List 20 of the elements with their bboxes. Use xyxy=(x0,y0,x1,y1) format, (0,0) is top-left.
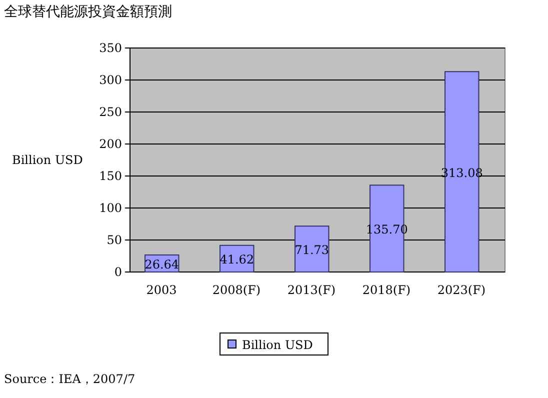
y-tick-label: 200 xyxy=(99,137,122,151)
text: 26.64 xyxy=(144,257,180,272)
legend-label: Billion USD xyxy=(242,338,313,352)
x-tick-label: 2013(F) xyxy=(287,283,336,297)
x-tick-label: 2003 xyxy=(146,283,177,297)
text: 71.73 xyxy=(294,243,330,258)
x-tick-label: 2008(F) xyxy=(212,283,261,297)
y-tick-label: 300 xyxy=(99,73,122,87)
source-note: Source：IEA，2007/7 xyxy=(4,372,136,386)
x-tick-label: 2023(F) xyxy=(437,283,486,297)
y-tick-label: 50 xyxy=(106,233,122,247)
x-tick-label: 2018(F) xyxy=(362,283,411,297)
y-tick-label: 100 xyxy=(99,201,122,215)
bar xyxy=(294,226,330,272)
y-tick-label: 250 xyxy=(99,105,122,119)
chart-title: 全球替代能源投資金額預測 xyxy=(4,4,172,20)
y-tick-label: 0 xyxy=(114,265,122,279)
y-tick-label: 150 xyxy=(99,169,122,183)
y-axis-title: Billion USD xyxy=(12,153,83,167)
y-tick-label: 350 xyxy=(99,41,122,55)
